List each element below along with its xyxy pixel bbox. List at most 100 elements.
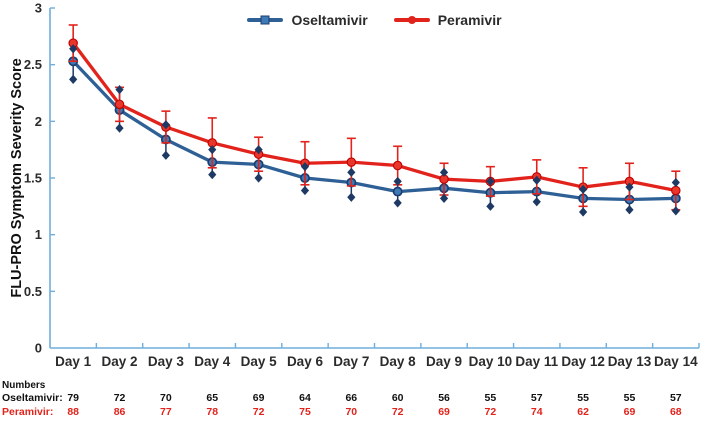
count-cell: 72 [391, 406, 404, 418]
count-cell: 86 [113, 406, 126, 418]
y-tick-label: 0 [35, 341, 42, 356]
data-point-oseltamivir [392, 186, 403, 197]
ci-upper-diamond [486, 176, 495, 186]
ci-upper-diamond [161, 120, 170, 130]
count-cell: 68 [669, 406, 682, 418]
count-cell: 72 [484, 406, 497, 418]
ci-lower-diamond [579, 207, 588, 217]
ci-lower-diamond [161, 150, 170, 160]
count-cell: 78 [206, 406, 219, 418]
oseltamivir-legend-marker-icon [247, 15, 284, 25]
ci-upper-diamond [625, 182, 634, 192]
count-cell: 57 [530, 392, 543, 404]
count-cell: 60 [391, 392, 404, 404]
count-cell: 55 [484, 392, 497, 404]
ci-lower-diamond [625, 205, 634, 215]
ci-upper-diamond [115, 85, 124, 95]
legend-label-oseltamivir: Oseltamivir [291, 12, 368, 28]
legend-item-peramivir: Peramivir [393, 12, 502, 28]
x-axis-label: Day 12 [561, 354, 605, 369]
ci-lower-diamond [439, 193, 449, 203]
ci-upper-diamond [579, 184, 588, 194]
y-tick-label: 0.5 [24, 284, 42, 299]
ci-lower-diamond [300, 185, 310, 196]
y-tick-label: 1.5 [24, 171, 42, 186]
count-cell: 65 [206, 392, 219, 404]
ci-upper-diamond [347, 167, 356, 177]
x-axis-label: Day 13 [608, 354, 652, 369]
ci-lower-diamond [69, 74, 78, 84]
ci-lower-diamond [115, 123, 124, 133]
ci-lower-diamond [347, 192, 356, 202]
count-cell: 79 [67, 392, 80, 404]
count-cell: 75 [299, 406, 311, 418]
count-cell: 72 [252, 406, 265, 418]
oseltamivir-ci-diamonds [69, 44, 680, 217]
y-tick-label: 2 [35, 114, 42, 129]
count-cell: 55 [577, 392, 589, 404]
x-axis-label: Day 8 [380, 354, 417, 369]
legend: Oseltamivir Peramivir [50, 11, 699, 29]
ci-lower-diamond [486, 201, 495, 211]
ci-upper-diamond [532, 175, 541, 185]
count-cell: 57 [669, 392, 682, 404]
data-point-peramivir [392, 160, 403, 171]
x-axis-label: Day 5 [241, 354, 278, 369]
x-axis-label: Day 9 [426, 354, 462, 369]
x-axis-label: Day 10 [469, 354, 513, 369]
ci-lower-diamond [254, 173, 263, 183]
y-tick-label: 2.5 [24, 57, 42, 72]
peramivir-legend-marker-icon [393, 15, 430, 24]
x-axis-label: Day 2 [102, 354, 138, 369]
ci-upper-diamond [671, 177, 680, 188]
count-cell: 77 [160, 406, 172, 418]
ci-upper-diamond [300, 162, 310, 172]
axes: 0 0.5 1 1.5 2 2.5 3 Day 1 Day 2 Day 3 Day 4 Day 5 Da… [24, 1, 700, 369]
data-point-peramivir [114, 99, 125, 110]
ci-upper-diamond [393, 176, 402, 186]
y-tick-label: 3 [35, 1, 42, 16]
x-axis-label: Day 14 [654, 354, 698, 369]
x-axis-label: Day 7 [333, 354, 369, 369]
count-cell: 62 [577, 406, 589, 418]
series-peramivir [68, 24, 681, 211]
table-row-oseltamivir: Oseltamivir: 79 72 70 65 69 64 66 60 56 55 57 55 55 5… [0, 392, 709, 405]
count-cell: 55 [623, 392, 636, 404]
line-oseltamivir [71, 60, 676, 202]
line-peramivir [71, 42, 677, 193]
count-cell: 72 [113, 392, 126, 404]
x-axis-label: Day 1 [55, 354, 92, 369]
x-axis-label: Day 4 [194, 354, 231, 369]
count-cell: 88 [67, 406, 80, 418]
row-label-peramivir: Peramivir: [2, 406, 54, 418]
count-cell: 74 [530, 406, 543, 418]
ci-lower-diamond [532, 197, 541, 207]
legend-label-peramivir: Peramivir [437, 12, 502, 28]
count-cell: 64 [299, 392, 311, 404]
ci-upper-diamond [439, 167, 449, 177]
ci-lower-diamond [393, 198, 402, 208]
count-cell: 69 [252, 392, 265, 404]
ci-lower-diamond [208, 170, 217, 180]
x-axis-label: Day 3 [148, 354, 185, 369]
count-cell: 69 [623, 406, 636, 418]
numbers-table-title: Numbers [2, 380, 46, 391]
ci-lower-diamond [671, 206, 680, 216]
data-point-peramivir [671, 185, 681, 196]
count-cell: 66 [345, 392, 358, 404]
count-cell: 70 [345, 406, 358, 418]
ci-upper-diamond [254, 145, 263, 155]
count-cell: 69 [438, 406, 450, 418]
count-cell: 70 [160, 392, 172, 404]
data-point-peramivir [346, 157, 357, 167]
x-axis-label: Day 11 [515, 354, 558, 369]
table-row-peramivir: Peramivir: 88 86 77 78 72 75 70 72 69 72 74 62 69 68 [0, 406, 709, 419]
y-axis-title: FLU-PRO Symptom Severity Score [9, 58, 25, 298]
legend-item-oseltamivir: Oseltamivir [247, 12, 368, 28]
x-axis-label: Day 6 [287, 354, 324, 369]
ci-upper-diamond [208, 145, 217, 155]
count-cell: 56 [438, 392, 450, 404]
row-label-oseltamivir: Oseltamivir: [2, 392, 63, 404]
